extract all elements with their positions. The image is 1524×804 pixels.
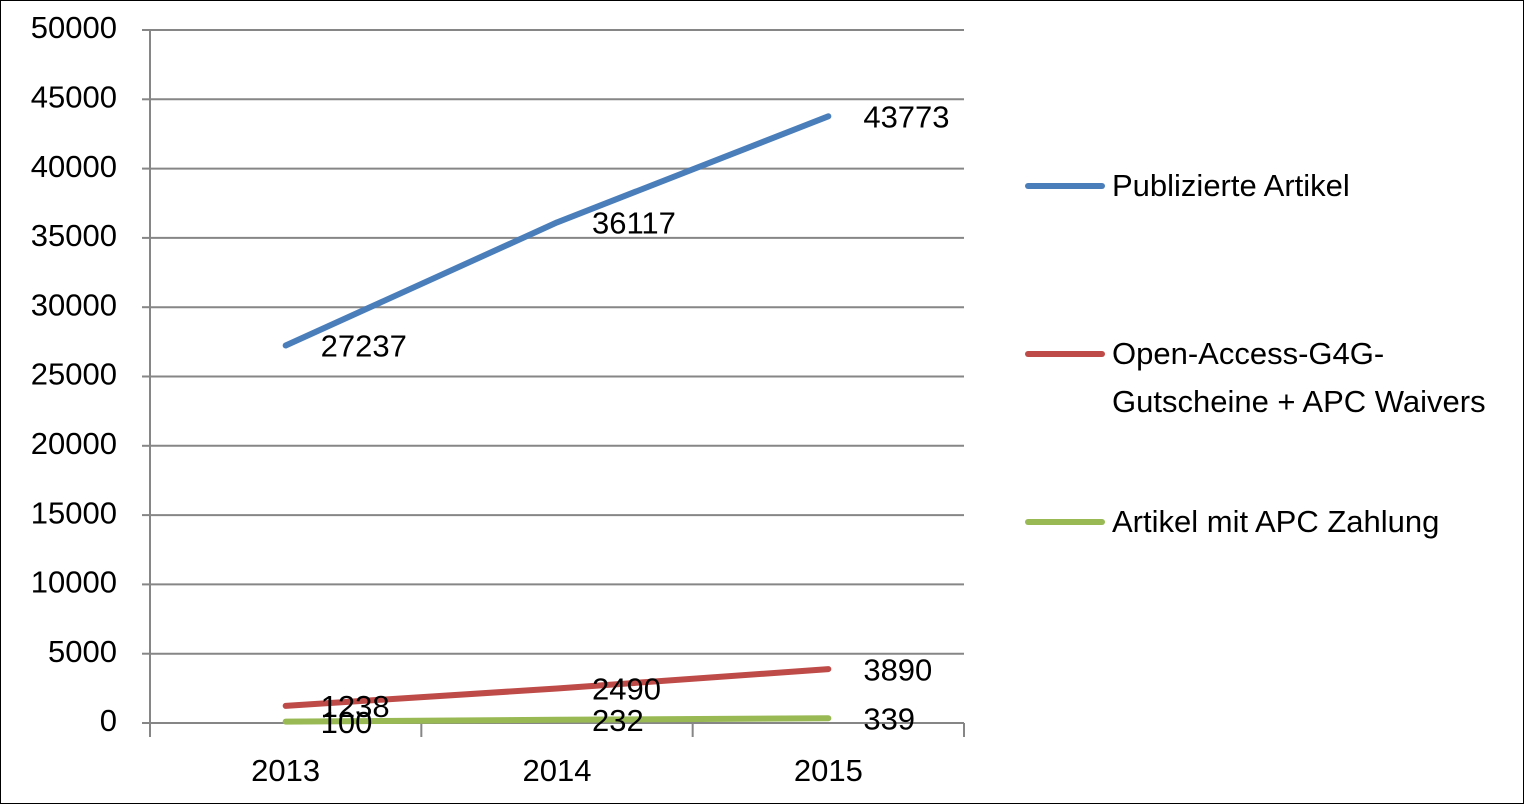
y-tick-label: 30000 bbox=[31, 287, 117, 322]
data-label: 339 bbox=[863, 701, 915, 736]
y-tick-label: 5000 bbox=[48, 634, 117, 669]
x-tick-label: 2013 bbox=[251, 753, 320, 788]
y-tick-label: 20000 bbox=[31, 426, 117, 461]
series-line bbox=[282, 715, 832, 725]
legend-label: Artikel mit APC Zahlung bbox=[1112, 504, 1440, 539]
data-label: 43773 bbox=[863, 99, 949, 134]
y-tick-label: 0 bbox=[100, 703, 117, 738]
legend-label: Open-Access-G4G-Gutscheine + APC Waivers bbox=[1112, 336, 1486, 419]
series-line bbox=[282, 666, 832, 709]
y-tick-label: 35000 bbox=[31, 218, 117, 253]
data-label: 27237 bbox=[321, 329, 407, 364]
x-tick-label: 2014 bbox=[523, 753, 592, 788]
legend-label: Publizierte Artikel bbox=[1112, 168, 1350, 203]
data-label: 2490 bbox=[592, 672, 661, 707]
y-tick-label: 45000 bbox=[31, 79, 117, 114]
y-tick-label: 25000 bbox=[31, 357, 117, 392]
x-tick-label: 2015 bbox=[794, 753, 863, 788]
data-label: 3890 bbox=[863, 652, 932, 687]
series-line bbox=[282, 113, 832, 349]
y-tick-label: 10000 bbox=[31, 565, 117, 600]
y-tick-label: 50000 bbox=[31, 10, 117, 45]
data-label: 232 bbox=[592, 703, 644, 738]
y-tick-label: 15000 bbox=[31, 495, 117, 530]
data-label: 100 bbox=[321, 705, 373, 740]
data-label: 36117 bbox=[592, 206, 676, 241]
y-tick-label: 40000 bbox=[31, 149, 117, 184]
